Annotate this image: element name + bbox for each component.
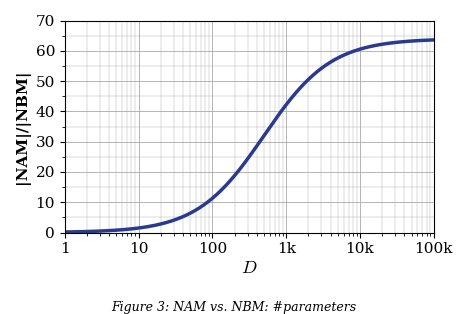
X-axis label: $D$: $D$	[241, 259, 257, 277]
Y-axis label: |NAM|/|NBM|: |NAM|/|NBM|	[15, 69, 30, 184]
Text: Figure 3: NAM vs. NBM: #parameters: Figure 3: NAM vs. NBM: #parameters	[111, 301, 357, 314]
